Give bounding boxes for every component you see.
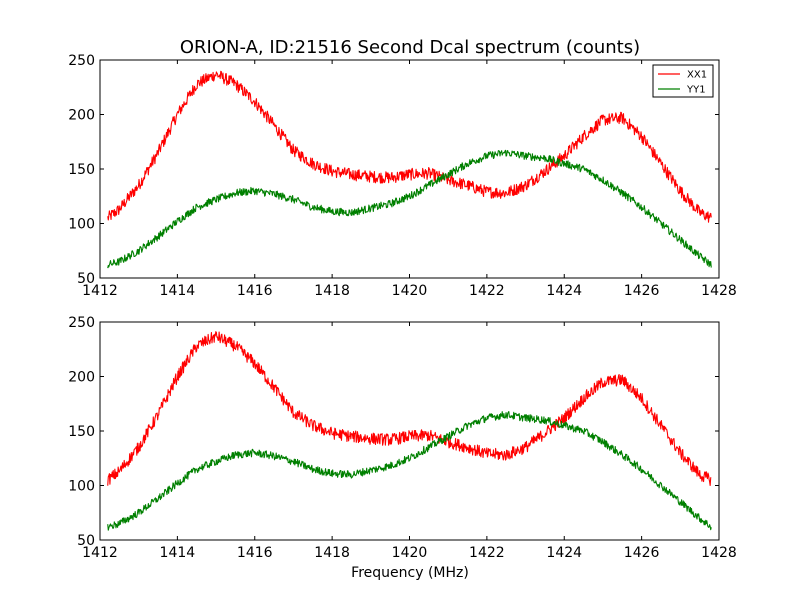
y-tick-label: 150 — [68, 424, 95, 440]
y-tick-label: 200 — [68, 370, 95, 386]
legend-label-xx1: XX1 — [687, 70, 707, 81]
x-tick-label: 1424 — [546, 545, 582, 561]
y-tick-label: 150 — [68, 162, 95, 178]
x-tick-label: 1416 — [237, 545, 273, 561]
series-line-xx1 — [107, 331, 712, 487]
x-axis-label: Frequency (MHz) — [351, 565, 469, 581]
bottom-panel: 1412 1414 1416 1418 1420 1422 1424 1426 1428 50 10… — [68, 315, 737, 561]
x-tick-label: 1418 — [314, 283, 350, 299]
x-tick-label: 1420 — [392, 283, 428, 299]
x-tick-label: 1426 — [624, 545, 660, 561]
y-tick-label: 250 — [68, 53, 95, 69]
y-tick-label: 50 — [77, 533, 95, 549]
y-tick-label: 250 — [68, 315, 95, 331]
x-tick-label: 1422 — [469, 545, 505, 561]
x-tick-label: 1428 — [701, 283, 737, 299]
figure-title: ORION-A, ID:21516 Second Dcal spectrum (… — [180, 37, 640, 58]
top-panel: 1412 1414 1416 1418 1420 1422 1424 1426 1428 50 10… — [68, 53, 737, 299]
x-tick-label: 1422 — [469, 283, 505, 299]
series-line-yy1 — [107, 411, 712, 531]
y-tick-label: 100 — [68, 217, 95, 233]
legend-label-yy1: YY1 — [686, 85, 706, 96]
x-tick-label: 1414 — [160, 545, 196, 561]
x-tick-label: 1414 — [160, 283, 196, 299]
series-line-yy1 — [107, 149, 712, 269]
x-tick-label: 1412 — [82, 283, 118, 299]
x-tick-label: 1412 — [82, 545, 118, 561]
y-tick-label: 200 — [68, 108, 95, 124]
x-tick-label: 1416 — [237, 283, 273, 299]
x-tick-label: 1426 — [624, 283, 660, 299]
legend-box — [652, 64, 714, 98]
x-tick-label: 1418 — [314, 545, 350, 561]
x-tick-label: 1420 — [392, 545, 428, 561]
y-tick-label: 50 — [77, 271, 95, 287]
x-tick-label: 1428 — [701, 545, 737, 561]
y-tick-label: 100 — [68, 479, 95, 495]
x-tick-label: 1424 — [546, 283, 582, 299]
series-line-xx1 — [107, 70, 712, 223]
